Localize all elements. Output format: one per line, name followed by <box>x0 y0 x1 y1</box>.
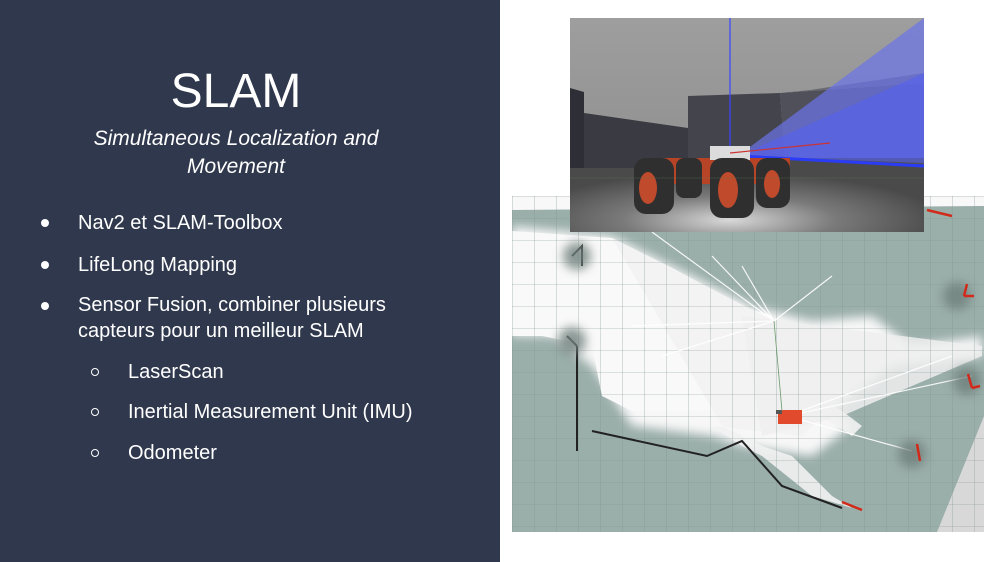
bullet-dot-icon <box>41 302 49 310</box>
bullet-item: Nav2 et SLAM-Toolbox <box>78 212 283 234</box>
slam-map-image <box>512 196 984 532</box>
sub-bullet-circle-icon <box>91 368 99 376</box>
bullet-item: Sensor Fusion, combiner plusieurs capteu… <box>78 294 386 342</box>
bullet-dot-icon <box>41 261 49 269</box>
bullet-item: LifeLong Mapping <box>78 254 238 276</box>
text-panel: SLAM Simultaneous Localization and Movem… <box>0 0 500 562</box>
robot-marker <box>778 410 802 424</box>
sub-bullet-circle-icon <box>91 408 99 416</box>
sub-bullet-item: Odometer <box>128 442 217 464</box>
sub-bullet-item: Inertial Measurement Unit (IMU) <box>128 401 413 423</box>
robot-simulation-image <box>570 18 924 232</box>
sub-bullet-item: LaserScan <box>128 361 224 383</box>
bullet-dot-icon <box>41 219 49 227</box>
slide-title: SLAM <box>170 65 302 118</box>
sub-bullet-circle-icon <box>91 449 99 457</box>
slide-subtitle: Simultaneous Localization and Movement <box>93 127 379 178</box>
